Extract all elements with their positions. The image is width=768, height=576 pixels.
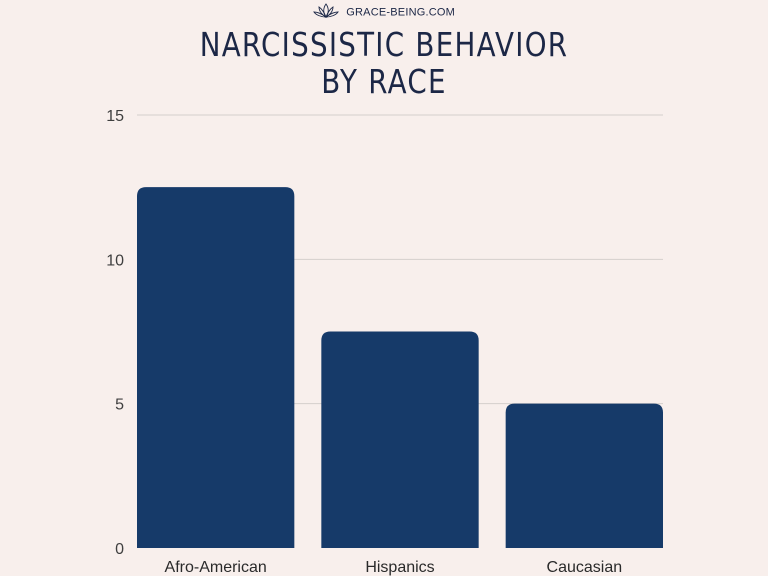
y-tick-label: 15 xyxy=(106,108,124,125)
bar-caucasian xyxy=(506,404,663,548)
x-category-label: Hispanics xyxy=(365,559,434,576)
y-tick-label: 5 xyxy=(115,397,124,414)
y-tick-label: 0 xyxy=(115,541,124,558)
y-tick-label: 10 xyxy=(106,252,124,269)
bar-layer xyxy=(137,187,663,548)
bar-afro-american xyxy=(137,187,294,548)
x-category-label: Caucasian xyxy=(547,559,623,576)
bar-hispanics xyxy=(321,332,478,549)
x-category-label: Afro-American xyxy=(165,559,267,576)
